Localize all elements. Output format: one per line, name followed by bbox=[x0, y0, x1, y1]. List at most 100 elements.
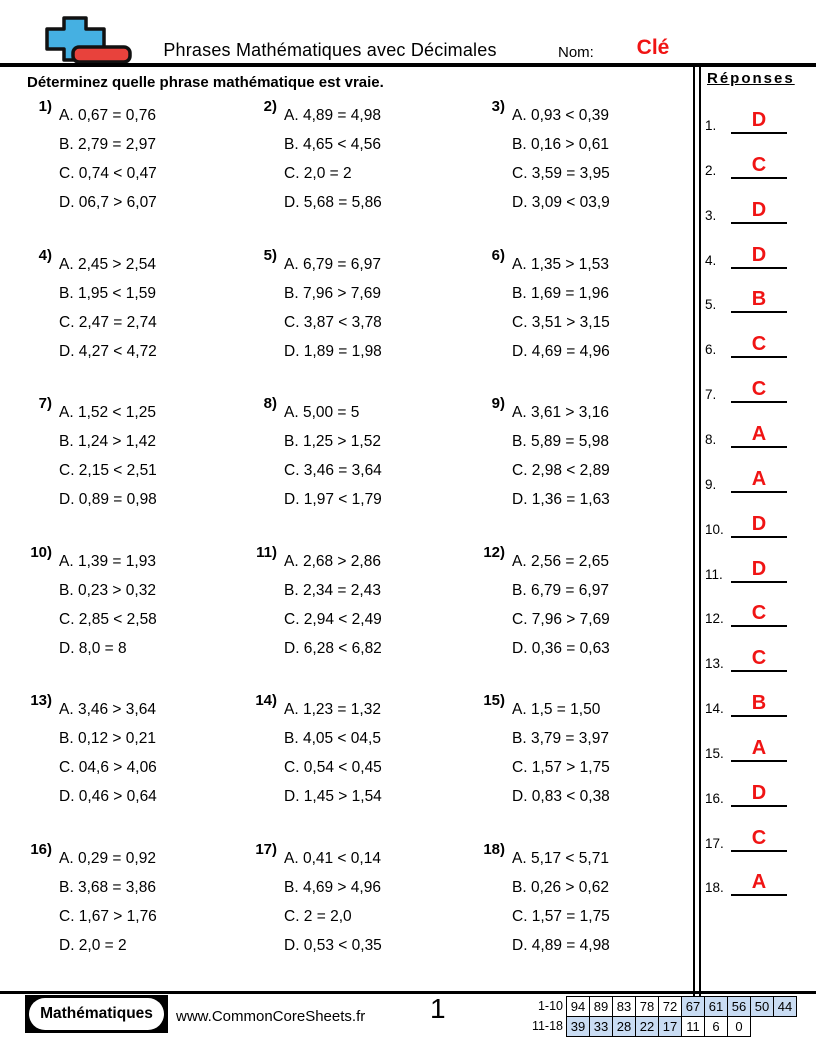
problem-number: 4) bbox=[38, 246, 52, 264]
problem-number: 6) bbox=[491, 246, 505, 264]
problem-option: A. 1,52 < 1,25 bbox=[59, 404, 156, 421]
problem-option: D. 1,36 = 1,63 bbox=[512, 491, 610, 508]
score-cell: 94 bbox=[566, 996, 590, 1017]
answer-blank: D bbox=[731, 558, 787, 583]
problem: 3) A. 0,93 < 0,39 B. 0,16 > 0,61 C. 3,59 = … bbox=[479, 98, 690, 250]
score-cell: 33 bbox=[589, 1016, 613, 1037]
score-cell: 61 bbox=[704, 996, 728, 1017]
score-cell: 39 bbox=[566, 1016, 590, 1037]
problem-option: A. 1,5 = 1,50 bbox=[512, 701, 601, 718]
score-cell: 89 bbox=[589, 996, 613, 1017]
score-table: 1-10 94 89 83 78 72 67 61 56 50 44 11-18 39 33 28 22 17 1… bbox=[523, 996, 797, 1037]
problem-number: 16) bbox=[30, 840, 52, 858]
problem-number: 1) bbox=[38, 98, 52, 115]
answer-blank: B bbox=[731, 692, 787, 718]
problem: 5) A. 6,79 = 6,97 B. 7,96 > 7,69 C. 3,87 < … bbox=[251, 246, 479, 399]
answer-item: 13. C bbox=[705, 642, 805, 673]
problem-option: B. 0,12 > 0,21 bbox=[59, 730, 156, 747]
answer-item: 17. C bbox=[705, 822, 805, 852]
problem: 17) A. 0,41 < 0,14 B. 4,69 > 4,96 C. 2 = 2,… bbox=[251, 841, 479, 993]
problem-number: 5) bbox=[263, 246, 277, 264]
problem-option: C. 3,46 = 3,64 bbox=[284, 462, 382, 479]
answer-blank: D bbox=[731, 782, 787, 807]
problem-option: B. 7,96 > 7,69 bbox=[284, 284, 381, 302]
problem-option: A. 0,67 = 0,76 bbox=[59, 107, 156, 124]
answers-title: Réponses bbox=[707, 70, 795, 87]
problem-option: B. 4,05 < 04,5 bbox=[284, 730, 381, 747]
problem-options: A. 5,17 < 5,71 B. 0,26 > 0,62 C. 1,57 = 1,… bbox=[512, 844, 610, 960]
problem-option: A. 2,45 > 2,54 bbox=[59, 255, 156, 273]
answer-number: 10. bbox=[705, 521, 724, 537]
page-title: Phrases Mathématiques avec Décimales bbox=[163, 40, 497, 60]
problem-option: A. 3,61 > 3,16 bbox=[512, 404, 609, 421]
problem-option: C. 1,57 > 1,75 bbox=[512, 759, 610, 776]
problem: 1) A. 0,67 = 0,76 B. 2,79 = 2,97 C. 0,74 < … bbox=[26, 98, 251, 250]
problem-options: A. 4,89 = 4,98 B. 4,65 < 4,56 C. 2,0 = 2 D.… bbox=[284, 101, 382, 217]
answer-blank: C bbox=[731, 602, 787, 628]
problem-options: A. 1,23 = 1,32 B. 4,05 < 04,5 C. 0,54 < 0,… bbox=[284, 695, 382, 811]
problem: 7) A. 1,52 < 1,25 B. 1,24 > 1,42 C. 2,15 < … bbox=[26, 395, 251, 547]
answer-number: 18. bbox=[705, 880, 724, 896]
problem-options: A. 3,61 > 3,16 B. 5,89 = 5,98 C. 2,98 < 2,… bbox=[512, 398, 610, 514]
problem: 13) A. 3,46 > 3,64 B. 0,12 > 0,21 C. 04,6 >… bbox=[26, 692, 251, 844]
answer-item: 7. C bbox=[705, 373, 805, 404]
problem-option: B. 1,24 > 1,42 bbox=[59, 433, 156, 450]
problem-options: A. 2,68 > 2,86 B. 2,34 = 2,43 C. 2,94 < 2,… bbox=[284, 547, 382, 663]
problem-number: 7) bbox=[38, 395, 52, 412]
answer-blank: C bbox=[731, 827, 787, 852]
problem-option: D. 0,46 > 0,64 bbox=[59, 788, 157, 805]
problem-option: D. 0,53 < 0,35 bbox=[284, 936, 382, 954]
problem-option: C. 2,94 < 2,49 bbox=[284, 610, 382, 628]
problem-option: A. 2,68 > 2,86 bbox=[284, 552, 381, 570]
problem: 8) A. 5,00 = 5 B. 1,25 > 1,52 C. 3,46 = 3,6… bbox=[251, 395, 479, 547]
problem: 2) A. 4,89 = 4,98 B. 4,65 < 4,56 C. 2,0 = 2… bbox=[251, 98, 479, 250]
answer-number: 2. bbox=[705, 162, 717, 178]
problem-option: D. 1,45 > 1,54 bbox=[284, 788, 382, 805]
minus-icon bbox=[71, 45, 132, 64]
answer-blank: B bbox=[731, 288, 787, 314]
problem-options: A. 2,56 = 2,65 B. 6,79 = 6,97 C. 7,96 > 7,… bbox=[512, 547, 610, 663]
problem-option: B. 1,95 < 1,59 bbox=[59, 284, 156, 302]
answer-item: 16. D bbox=[705, 777, 805, 807]
answer-key-name: Clé bbox=[636, 36, 670, 59]
problem-option: C. 1,67 > 1,76 bbox=[59, 907, 157, 925]
answer-number: 1. bbox=[705, 118, 717, 133]
problem-option: B. 2,79 = 2,97 bbox=[59, 136, 156, 153]
problem-option: C. 7,96 > 7,69 bbox=[512, 610, 610, 628]
problem-options: A. 1,52 < 1,25 B. 1,24 > 1,42 C. 2,15 < 2,… bbox=[59, 398, 157, 514]
problem-option: D. 2,0 = 2 bbox=[59, 936, 127, 954]
problem: 16) A. 0,29 = 0,92 B. 3,68 = 3,86 C. 1,67 >… bbox=[26, 840, 251, 993]
brand-badge-label: Mathématiques bbox=[29, 998, 164, 1030]
answer-item: 14. B bbox=[705, 687, 805, 718]
answer-blank: D bbox=[731, 244, 787, 269]
answer-item: 1. D bbox=[705, 104, 805, 134]
score-cell: 11 bbox=[681, 1016, 705, 1037]
problem-option: B. 1,69 = 1,96 bbox=[512, 284, 609, 302]
problem-options: A. 0,67 = 0,76 B. 2,79 = 2,97 C. 0,74 < 0,… bbox=[59, 101, 157, 217]
problem-options: A. 1,35 > 1,53 B. 1,69 = 1,96 C. 3,51 > 3,… bbox=[512, 250, 610, 366]
problem-option: C. 2,0 = 2 bbox=[284, 165, 352, 182]
answer-blank: A bbox=[731, 468, 787, 493]
answer-blank: C bbox=[731, 154, 787, 179]
answer-number: 8. bbox=[705, 431, 717, 447]
problem-number: 12) bbox=[483, 543, 505, 561]
problem-number: 10) bbox=[30, 543, 52, 561]
problem: 4) A. 2,45 > 2,54 B. 1,95 < 1,59 C. 2,47 = … bbox=[26, 246, 251, 399]
answer-number: 11. bbox=[705, 566, 723, 582]
problem-option: B. 0,16 > 0,61 bbox=[512, 136, 609, 153]
answer-item: 15. A bbox=[705, 732, 805, 762]
problem-number: 14) bbox=[255, 692, 277, 709]
problem-option: D. 4,27 < 4,72 bbox=[59, 342, 157, 360]
problem-number: 8) bbox=[263, 395, 277, 412]
problem-option: A. 6,79 = 6,97 bbox=[284, 255, 381, 273]
problem-options: A. 6,79 = 6,97 B. 7,96 > 7,69 C. 3,87 < 3,… bbox=[284, 250, 382, 366]
answer-item: 12. C bbox=[705, 597, 805, 628]
footer-divider bbox=[0, 991, 816, 994]
score-cell: 50 bbox=[750, 996, 774, 1017]
problem-options: A. 2,45 > 2,54 B. 1,95 < 1,59 C. 2,47 = 2,… bbox=[59, 250, 157, 366]
score-cell: 17 bbox=[658, 1016, 682, 1037]
problem-option: C. 04,6 > 4,06 bbox=[59, 759, 157, 776]
problem-option: D. 4,69 = 4,96 bbox=[512, 342, 610, 360]
problem-option: B. 2,34 = 2,43 bbox=[284, 581, 381, 599]
